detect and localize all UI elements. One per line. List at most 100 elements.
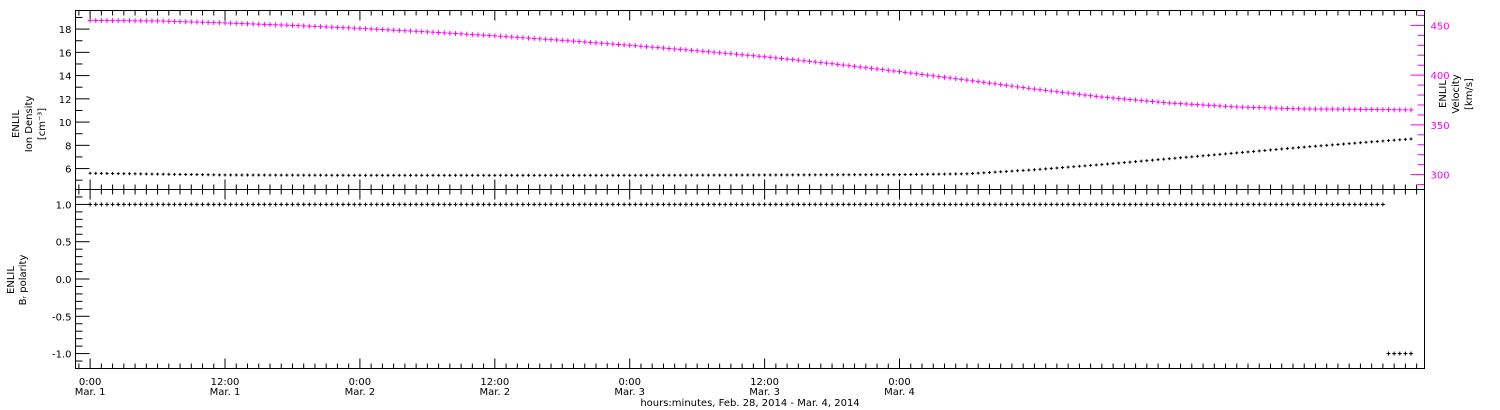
density-point	[1246, 150, 1250, 154]
polarity-point	[807, 202, 812, 207]
velocity-point	[1071, 91, 1077, 97]
polarity-point	[588, 202, 593, 207]
x-tick-date-label: Mar. 1	[210, 387, 241, 398]
density-point	[240, 173, 244, 177]
velocity-point	[840, 62, 846, 68]
density-point	[127, 172, 131, 176]
velocity-point	[110, 18, 116, 24]
polarity-point	[616, 202, 621, 207]
density-point	[1268, 148, 1272, 152]
velocity-point	[880, 67, 886, 73]
velocity-point	[1267, 105, 1273, 111]
velocity-point	[1402, 107, 1408, 113]
density-point	[1302, 145, 1306, 149]
velocity-point	[739, 52, 745, 58]
density-point	[1358, 141, 1362, 145]
velocity-point	[947, 75, 953, 81]
polarity-point	[284, 202, 289, 207]
density-point	[572, 173, 576, 177]
density-point	[1156, 158, 1160, 162]
density-point	[1285, 147, 1289, 151]
velocity-point	[250, 21, 256, 27]
velocity-point	[1138, 97, 1144, 103]
polarity-point	[515, 202, 520, 207]
velocity-point	[784, 56, 790, 62]
polarity-point	[863, 202, 868, 207]
velocity-point	[357, 25, 363, 31]
velocity-point	[1363, 106, 1369, 112]
velocity-point	[1200, 102, 1206, 108]
polarity-point	[1223, 202, 1228, 207]
velocity-point	[374, 26, 380, 32]
velocity-point	[452, 31, 458, 37]
velocity-point	[958, 76, 964, 82]
polarity-point	[425, 202, 430, 207]
density-point	[1364, 140, 1368, 144]
velocity-point	[261, 21, 267, 27]
density-point	[105, 171, 109, 175]
polarity-point	[279, 202, 284, 207]
polarity-point	[728, 202, 733, 207]
density-point	[532, 173, 536, 177]
density-point	[1319, 144, 1323, 148]
polarity-point	[661, 202, 666, 207]
density-point	[279, 173, 283, 177]
polarity-point	[93, 202, 98, 207]
velocity-point	[1307, 106, 1313, 112]
density-point	[195, 173, 199, 177]
density-point	[819, 173, 823, 177]
velocity-point	[621, 42, 627, 48]
polarity-point	[262, 202, 267, 207]
density-tick-label: 18	[59, 25, 72, 36]
polarity-point	[1116, 202, 1121, 207]
density-point	[661, 173, 665, 177]
velocity-point	[1318, 106, 1324, 112]
polarity-point	[470, 202, 475, 207]
density-point	[251, 173, 255, 177]
polarity-point	[1178, 202, 1183, 207]
velocity-point	[1256, 105, 1262, 111]
velocity-point	[126, 18, 132, 24]
velocity-point	[705, 49, 711, 55]
velocity-point	[582, 39, 588, 45]
velocity-point	[1346, 106, 1352, 112]
density-point	[836, 173, 840, 177]
velocity-point	[1009, 83, 1015, 89]
density-point	[616, 173, 620, 177]
velocity-point	[925, 72, 931, 78]
polarity-point	[689, 202, 694, 207]
polarity-point	[734, 202, 739, 207]
velocity-point	[138, 18, 144, 24]
density-point	[869, 173, 873, 177]
density-point	[1004, 169, 1008, 173]
density-tick-label: 10	[59, 118, 72, 129]
density-point	[684, 173, 688, 177]
velocity-point	[981, 79, 987, 85]
density-point	[1032, 168, 1036, 172]
density-point	[1229, 151, 1233, 155]
density-point	[425, 173, 429, 177]
polarity-point	[1358, 202, 1363, 207]
density-point	[976, 171, 980, 175]
polarity-point	[638, 202, 643, 207]
density-point	[768, 173, 772, 177]
velocity-point	[1116, 96, 1122, 102]
velocity-point	[1104, 95, 1110, 101]
polarity-point	[891, 202, 896, 207]
density-tick-label: 8	[65, 141, 71, 152]
polarity-point	[1088, 202, 1093, 207]
polarity-point	[1021, 202, 1026, 207]
polarity-point	[903, 202, 908, 207]
polarity-point	[981, 202, 986, 207]
density-point	[189, 173, 193, 177]
velocity-point	[919, 71, 925, 77]
velocity-point	[1155, 99, 1161, 105]
velocity-point	[778, 55, 784, 61]
density-point	[622, 173, 626, 177]
velocity-point	[1380, 107, 1386, 113]
density-point	[639, 173, 643, 177]
density-point	[1190, 155, 1194, 159]
density-point	[470, 173, 474, 177]
velocity-point	[689, 47, 695, 53]
density-point	[262, 173, 266, 177]
